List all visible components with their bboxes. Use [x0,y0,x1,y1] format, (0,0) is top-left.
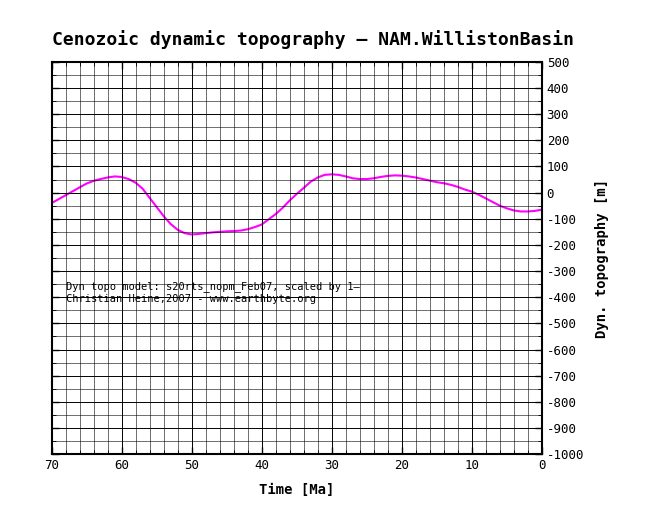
X-axis label: Time [Ma]: Time [Ma] [259,483,334,497]
Text: Cenozoic dynamic topography – NAM.WillistonBasin: Cenozoic dynamic topography – NAM.Willis… [52,30,573,49]
Y-axis label: Dyn. topography [m]: Dyn. topography [m] [595,179,610,337]
Text: Dyn topo model: s20rts_nopm_Feb07, scaled by 1—
Christian Heine,2007 - www.earth: Dyn topo model: s20rts_nopm_Feb07, scale… [66,282,359,304]
